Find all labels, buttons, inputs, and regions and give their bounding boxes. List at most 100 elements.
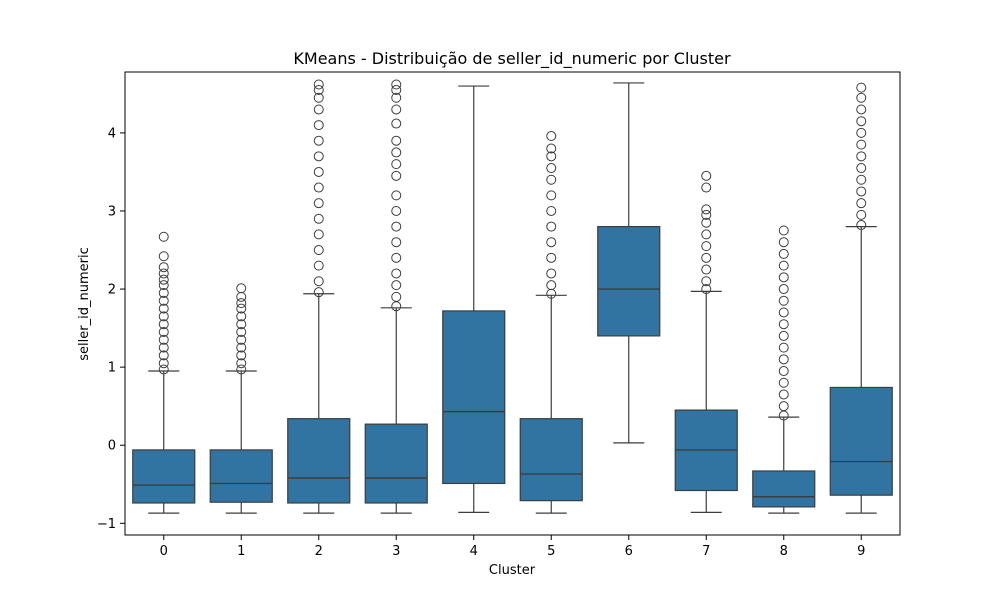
outlier-point-1-0: [236, 364, 247, 375]
outlier-point-7-8: [701, 204, 712, 215]
outlier-point-5-1: [546, 280, 557, 291]
outlier-point-2-1: [313, 276, 324, 287]
outlier-point-7-1: [701, 276, 712, 287]
outlier-point-8-12: [778, 272, 789, 283]
outlier-point-3-6: [391, 221, 402, 232]
outlier-point-7-7: [701, 209, 712, 220]
outlier-point-8-16: [778, 225, 789, 236]
outlier-point-1-11: [236, 283, 247, 294]
outlier-point-0-1: [158, 358, 169, 369]
outlier-point-8-9: [778, 307, 789, 318]
outlier-point-2-6: [313, 198, 324, 209]
x-tick-label-2: 2: [315, 544, 323, 559]
outlier-point-8-4: [778, 366, 789, 377]
outlier-point-9-11: [856, 92, 867, 103]
outlier-point-5-6: [546, 205, 557, 216]
x-tick-label-4: 4: [470, 544, 478, 559]
plot-frame: [124, 71, 901, 536]
x-tick-label-5: 5: [547, 544, 555, 559]
outlier-point-2-8: [313, 166, 324, 177]
outlier-point-7-10: [701, 170, 712, 181]
y-tick-label-0: 0: [108, 439, 116, 454]
outlier-point-3-9: [391, 170, 402, 181]
outlier-point-9-8: [856, 127, 867, 138]
outlier-point-2-14: [313, 84, 324, 95]
outlier-point-7-2: [701, 264, 712, 275]
outlier-point-1-7: [236, 311, 247, 322]
outlier-point-0-6: [158, 319, 169, 330]
outlier-point-8-8: [778, 319, 789, 330]
box-8: [752, 470, 816, 508]
outlier-point-1-2: [236, 350, 247, 361]
outlier-point-3-2: [391, 280, 402, 291]
box-1: [209, 449, 273, 503]
outlier-point-0-7: [158, 311, 169, 322]
outlier-point-9-1: [856, 209, 867, 220]
outlier-point-5-4: [546, 237, 557, 248]
outlier-point-0-8: [158, 303, 169, 314]
box-3: [364, 423, 428, 504]
chart-title: KMeans - Distribuição de seller_id_numer…: [293, 49, 731, 69]
outlier-point-8-7: [778, 330, 789, 341]
outlier-point-3-7: [391, 205, 402, 216]
outlier-point-0-5: [158, 326, 169, 337]
outlier-point-9-0: [856, 220, 867, 231]
outlier-point-3-1: [391, 291, 402, 302]
outlier-point-9-6: [856, 151, 867, 162]
outlier-point-1-5: [236, 326, 247, 337]
outlier-point-3-15: [391, 92, 402, 103]
outlier-point-0-0: [158, 364, 169, 375]
x-tick-label-1: 1: [237, 544, 245, 559]
outlier-point-1-4: [236, 334, 247, 345]
outlier-point-9-12: [856, 82, 867, 93]
outlier-point-5-10: [546, 151, 557, 162]
outlier-point-0-11: [158, 280, 169, 291]
outlier-point-0-14: [158, 262, 169, 273]
outlier-point-8-6: [778, 342, 789, 353]
outlier-point-0-2: [158, 350, 169, 361]
y-tick-label-4: 4: [108, 126, 116, 141]
outlier-point-9-7: [856, 139, 867, 150]
outlier-point-8-14: [778, 248, 789, 259]
outlier-point-0-12: [158, 274, 169, 285]
outlier-point-9-9: [856, 116, 867, 127]
y-axis-label: seller_id_numeric: [77, 247, 92, 360]
y-tick-label-1: 1: [108, 361, 116, 376]
outlier-point-2-11: [313, 120, 324, 131]
outlier-point-2-7: [313, 182, 324, 193]
outlier-point-8-10: [778, 295, 789, 306]
outlier-point-2-12: [313, 104, 324, 115]
outlier-point-9-5: [856, 163, 867, 174]
outlier-point-0-16: [158, 231, 169, 242]
outlier-point-5-8: [546, 174, 557, 185]
outlier-point-9-3: [856, 186, 867, 197]
outlier-point-1-10: [236, 291, 247, 302]
outlier-point-5-7: [546, 190, 557, 201]
outlier-point-8-2: [778, 389, 789, 400]
outlier-point-8-13: [778, 260, 789, 271]
outlier-point-0-10: [158, 287, 169, 298]
outlier-point-1-9: [236, 298, 247, 309]
outlier-point-3-3: [391, 268, 402, 279]
x-tick-label-7: 7: [702, 544, 710, 559]
outlier-point-9-10: [856, 104, 867, 115]
outlier-point-7-6: [701, 217, 712, 228]
plot-area: −1 0 1 2 3 4 0 1 2 3 4 5 6 7 8 9: [97, 71, 901, 559]
outlier-point-1-8: [236, 303, 247, 314]
outlier-point-8-11: [778, 284, 789, 295]
outlier-point-5-11: [546, 143, 557, 154]
outlier-point-9-2: [856, 198, 867, 209]
outlier-point-8-15: [778, 237, 789, 248]
outlier-point-9-4: [856, 174, 867, 185]
outlier-point-2-2: [313, 260, 324, 271]
outlier-point-3-17: [391, 79, 402, 90]
outlier-point-3-12: [391, 135, 402, 146]
outlier-point-0-13: [158, 268, 169, 279]
x-tick-label-9: 9: [857, 544, 865, 559]
outlier-point-1-6: [236, 319, 247, 330]
outlier-point-2-9: [313, 151, 324, 162]
outlier-point-7-9: [701, 182, 712, 193]
outlier-point-8-1: [778, 401, 789, 412]
x-tick-label-6: 6: [625, 544, 633, 559]
